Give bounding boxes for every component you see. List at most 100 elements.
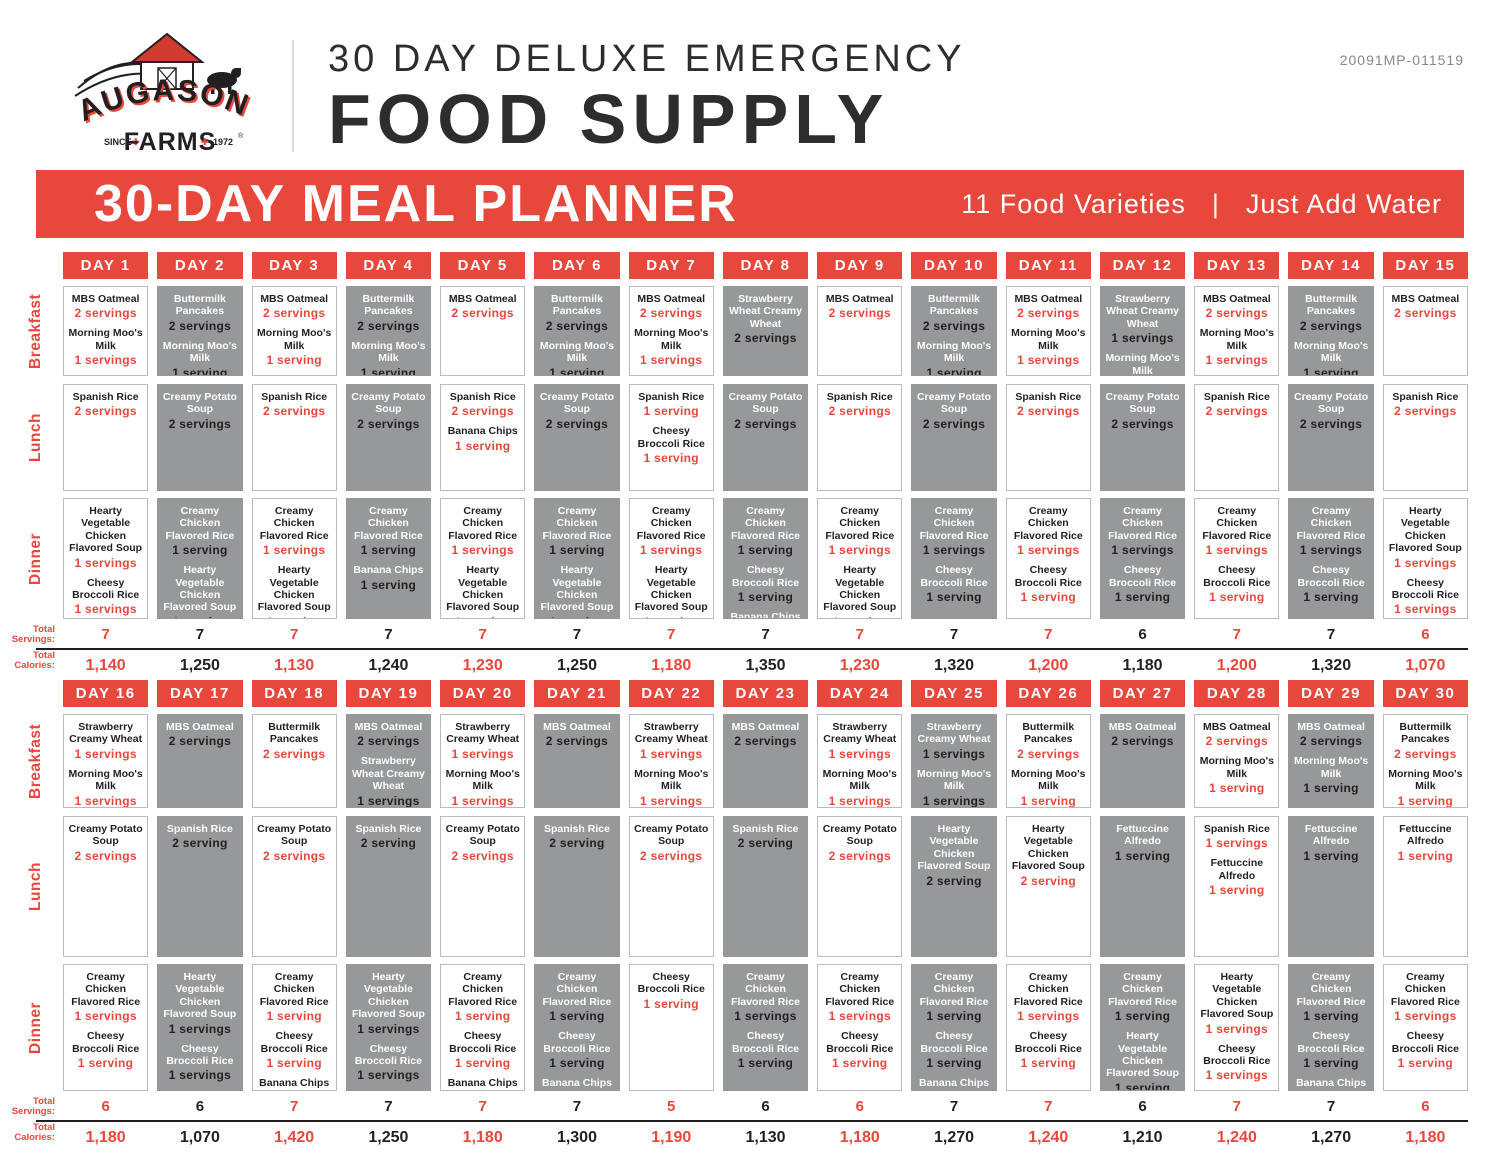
- meal-item: Creamy Potato Soup 2 servings: [350, 391, 427, 431]
- food-name: Hearty Vegetable Chicken Flavored Soup: [163, 971, 237, 1021]
- food-name: MBS Oatmeal: [1391, 293, 1460, 305]
- food-name: Cheesy Broccoli Rice: [1203, 1042, 1271, 1067]
- dinner-cell: Creamy Chicken Flavored Rice 1 servings Ch…: [722, 964, 809, 1091]
- serving-count: 2 servings: [1299, 318, 1363, 333]
- food-name: Cheesy Broccoli Rice: [1014, 564, 1082, 589]
- total-calories-value: 1,180: [1122, 657, 1163, 674]
- lunch-cell: Spanish Rice 2 servings: [1382, 384, 1468, 491]
- breakfast-cell: MBS Oatmeal 2 servings Morning Moo's Milk 1…: [251, 286, 337, 376]
- breakfast-cell: Strawberry Creamy Wheat 1 servings Morning…: [628, 714, 714, 808]
- food-name: Creamy Chicken Flavored Rice: [1013, 505, 1083, 542]
- serving-count: 2 servings: [1394, 746, 1457, 761]
- total-servings-value: 6: [1421, 626, 1430, 643]
- breakfast-cell: MBS Oatmeal 2 servings Morning Moo's Milk 1…: [1005, 286, 1091, 376]
- serving-count: 1 serving: [77, 1055, 134, 1070]
- food-name: Creamy Potato Soup: [822, 823, 897, 848]
- food-name: Hearty Vegetable Chicken Flavored Soup: [1200, 971, 1274, 1021]
- serving-count: 1 servings: [1394, 555, 1457, 570]
- meal-item: Creamy Chicken Flavored Rice 1 servings: [444, 505, 521, 557]
- food-name: Strawberry Creamy Wheat: [823, 721, 897, 746]
- lunch-cell: Creamy Potato Soup 2 servings: [251, 816, 337, 957]
- total-calories-value: 1,180: [651, 657, 692, 674]
- header-divider: [292, 40, 294, 152]
- serving-count: 2 servings: [262, 306, 326, 321]
- meal-item: Hearty Vegetable Chicken Flavored Soup 2 …: [915, 823, 992, 888]
- banner-title: 30-DAY MEAL PLANNER: [94, 175, 738, 233]
- food-name: MBS Oatmeal: [825, 293, 894, 305]
- total-calories-value: 1,190: [651, 1129, 692, 1146]
- total-calories-row: 1,180 1,070 1,420 1,250 1,180 1,300 1,190 1,130…: [63, 1128, 1468, 1148]
- serving-count: 1 servings: [1205, 543, 1268, 558]
- serving-count: 1 serving: [1303, 365, 1359, 376]
- serving-count: 2 servings: [640, 306, 703, 321]
- serving-count: 1 serving: [256, 615, 333, 618]
- total-calories-value: 1,270: [934, 1129, 975, 1146]
- food-name: Buttermilk Pancakes: [1305, 293, 1358, 318]
- total-calories-value: 1,250: [179, 657, 220, 674]
- meal-item: Creamy Chicken Flavored Rice 1 serving: [444, 971, 521, 1023]
- dinner-row-label: Dinner: [27, 532, 44, 585]
- food-name: Spanish Rice: [543, 823, 610, 835]
- serving-count: 2 servings: [1205, 306, 1268, 321]
- food-name: Cheesy Broccoli Rice: [72, 576, 140, 601]
- food-name: Strawberry Wheat Creamy Wheat: [729, 293, 802, 330]
- meal-item: Fettuccine Alfredo 1 serving: [1198, 857, 1275, 897]
- meal-item: Creamy Chicken Flavored Rice 1 serving: [1104, 971, 1181, 1023]
- serving-count: 1 serving: [1114, 589, 1171, 604]
- lunch-cell: Spanish Rice 2 servings: [1005, 384, 1091, 491]
- food-name: Banana Chips: [259, 1076, 330, 1089]
- food-name: Hearty Vegetable Chicken Flavored Soup: [1106, 1030, 1180, 1080]
- meal-item: Strawberry Creamy Wheat 1 servings: [633, 721, 710, 761]
- meal-item: Cheesy Broccoli Rice 1 servings: [161, 1043, 238, 1083]
- meal-item: Hearty Vegetable Chicken Flavored Soup1 …: [633, 564, 710, 618]
- food-name: Banana Chips: [447, 425, 518, 438]
- food-name: Banana Chips: [1296, 1076, 1367, 1089]
- breakfast-cell: Strawberry Creamy Wheat 1 servings Morning…: [63, 714, 149, 808]
- barn-roof: [129, 32, 205, 63]
- food-name: Morning Moo's Milk: [634, 767, 709, 793]
- food-name: Morning Moo's Milk: [1293, 755, 1369, 780]
- serving-count: 1 servings: [168, 1068, 232, 1083]
- serving-count: 1 servings: [262, 543, 326, 558]
- food-name: Creamy Potato Soup: [539, 391, 615, 416]
- food-name: Creamy Chicken Flavored Rice: [1296, 505, 1366, 542]
- breakfast-row: Strawberry Creamy Wheat 1 servings Morning…: [63, 714, 1468, 808]
- serving-count: 1 serving: [1303, 848, 1359, 863]
- meal-item: Creamy Potato Soup 2 servings: [161, 391, 238, 431]
- food-name: MBS Oatmeal: [1108, 721, 1177, 733]
- food-name: Spanish Rice: [449, 391, 516, 403]
- food-name: Strawberry Wheat Creamy Wheat: [351, 755, 425, 793]
- meal-item: Cheesy Broccoli Rice 1 serving: [633, 425, 710, 465]
- meal-item: MBS Oatmeal 2 servings: [161, 721, 238, 748]
- food-name: Spanish Rice: [826, 391, 893, 403]
- serving-count: 1 serving: [737, 589, 794, 604]
- food-name: Hearty Vegetable Chicken Flavored Soup: [634, 564, 708, 614]
- food-name: Morning Moo's Milk: [445, 767, 520, 793]
- breakfast-cell: MBS Oatmeal 2 servings: [817, 286, 903, 376]
- serving-count: 2 servings: [1017, 746, 1080, 761]
- serving-count: 1 serving: [1209, 883, 1265, 898]
- meal-item: Cheesy Broccoli Rice 1 servings: [1387, 577, 1464, 617]
- breakfast-cell: Strawberry Creamy Wheat 1 servings Morning…: [911, 714, 997, 808]
- breakfast-cell: Buttermilk Pancakes 2 servings Morning Moo…: [534, 286, 620, 376]
- serving-count: 1 servings: [451, 793, 514, 808]
- food-name: Strawberry Creamy Wheat: [446, 721, 520, 746]
- serving-count: 2 servings: [734, 331, 797, 346]
- food-name: Cheesy Broccoli Rice: [1391, 1030, 1459, 1055]
- food-name: Creamy Potato Soup: [1105, 391, 1180, 416]
- meal-item: Creamy Chicken Flavored Rice 1 serving: [538, 971, 615, 1023]
- serving-count: 1 serving: [1114, 1080, 1171, 1091]
- meal-item: Buttermilk Pancakes 2 servings: [915, 293, 992, 333]
- serving-count: 1 serving: [454, 1055, 511, 1070]
- food-name: Hearty Vegetable Chicken Flavored Soup: [540, 564, 614, 614]
- meal-item: Creamy Potato Soup 2 servings: [538, 391, 615, 431]
- banner-divider: |: [1211, 188, 1220, 219]
- breakfast-cell: MBS Oatmeal 2 servings: [440, 286, 526, 376]
- food-name: MBS Oatmeal: [1014, 293, 1083, 305]
- meal-item: Creamy Chicken Flavored Rice 1 serving: [161, 505, 238, 557]
